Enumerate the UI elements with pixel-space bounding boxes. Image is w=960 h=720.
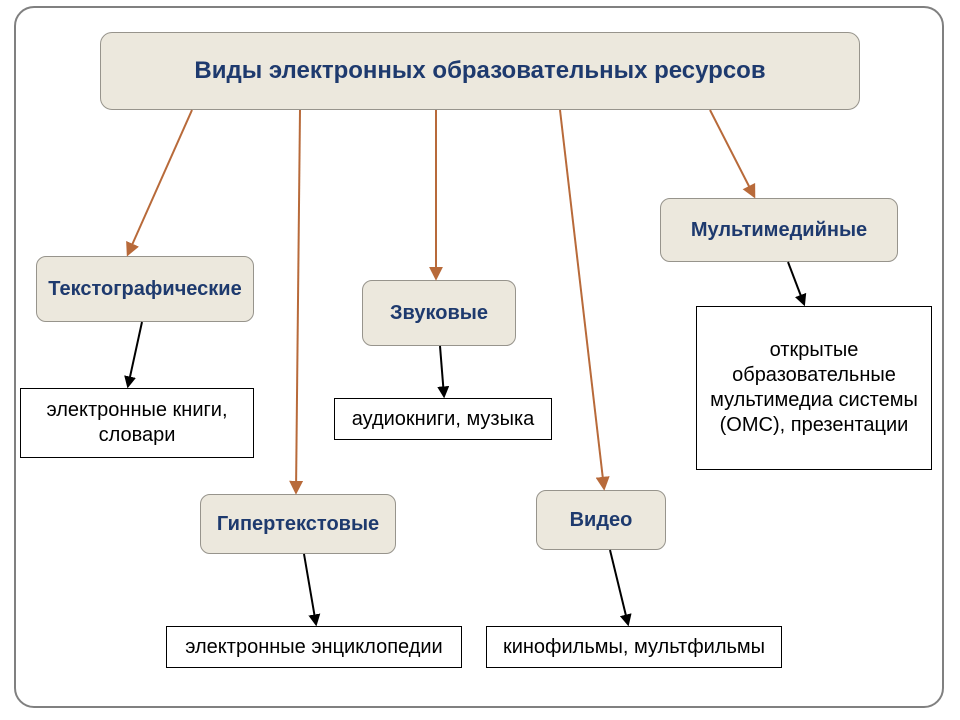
category-sound: Звуковые xyxy=(362,280,516,346)
diagram-title: Виды электронных образовательных ресурсо… xyxy=(100,32,860,110)
category-label: Мультимедийные xyxy=(691,218,867,243)
leaf-label: электронные энциклопедии xyxy=(185,635,442,660)
leaf-label: кинофильмы, мультфильмы xyxy=(503,635,765,660)
leaf-hypertext: электронные энциклопедии xyxy=(166,626,462,668)
leaf-sound: аудиокниги, музыка xyxy=(334,398,552,440)
diagram-title-text: Виды электронных образовательных ресурсо… xyxy=(194,56,765,86)
leaf-label: аудиокниги, музыка xyxy=(352,407,535,432)
category-multimedia: Мультимедийные xyxy=(660,198,898,262)
category-label: Звуковые xyxy=(390,301,488,326)
category-label: Текстографические xyxy=(48,277,241,302)
category-label: Гипертекстовые xyxy=(217,512,379,537)
leaf-textographic: электронные книги, словари xyxy=(20,388,254,458)
category-textographic: Текстографические xyxy=(36,256,254,322)
leaf-label: открытые образовательные мультимедиа сис… xyxy=(707,338,921,438)
leaf-video: кинофильмы, мультфильмы xyxy=(486,626,782,668)
leaf-label: электронные книги, словари xyxy=(31,398,243,448)
category-video: Видео xyxy=(536,490,666,550)
leaf-multimedia: открытые образовательные мультимедиа сис… xyxy=(696,306,932,470)
category-hypertext: Гипертекстовые xyxy=(200,494,396,554)
category-label: Видео xyxy=(570,508,633,533)
